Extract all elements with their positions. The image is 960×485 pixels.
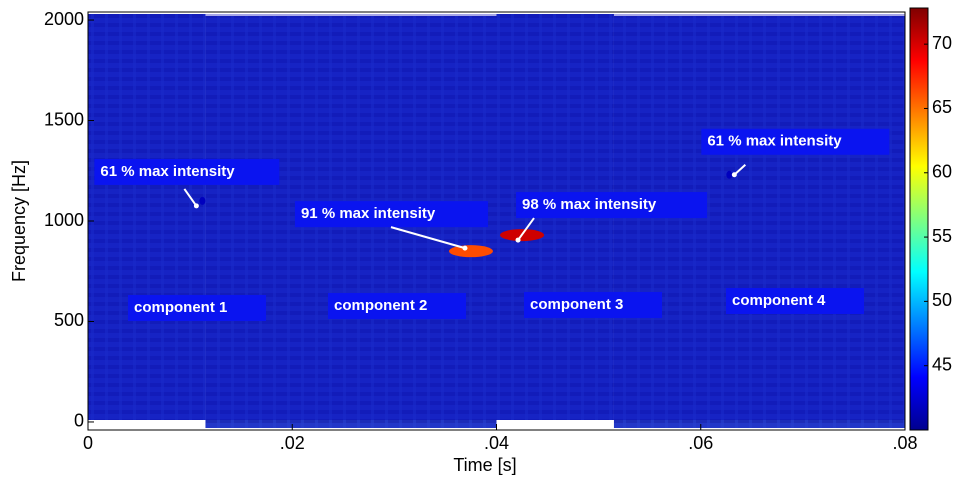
annotation-box — [701, 128, 890, 155]
x-tick-label: 0 — [83, 433, 93, 453]
x-tick-label: .06 — [688, 433, 713, 453]
colorbar-tick-label: 65 — [932, 97, 952, 117]
y-tick-label: 0 — [74, 411, 84, 431]
hotspot — [726, 170, 733, 179]
component-region — [613, 16, 905, 428]
colorbar-tick-label: 70 — [932, 33, 952, 53]
component-label: component 3 — [530, 296, 623, 313]
annotation-box — [94, 158, 280, 185]
annotation-label: 91 % max intensity — [301, 205, 436, 222]
hotspot — [448, 245, 493, 258]
component-region — [88, 14, 206, 420]
hotspot — [199, 196, 206, 205]
component-box — [328, 293, 466, 319]
colorbar-tick-label: 55 — [932, 226, 952, 246]
y-tick-label: 1000 — [44, 210, 84, 230]
annotation-arrow — [390, 226, 466, 250]
component-box — [524, 292, 662, 318]
annotation-box — [516, 192, 708, 219]
arrow-head — [193, 203, 199, 209]
component-box — [726, 288, 864, 314]
annotation-label: 61 % max intensity — [100, 163, 235, 180]
component-label: component 1 — [134, 299, 227, 316]
colorbar-tick-label: 45 — [932, 354, 952, 374]
arrow-head — [731, 172, 737, 178]
annotation-arrow — [517, 217, 535, 241]
x-tick-label: .04 — [484, 433, 509, 453]
x-axis-label: Time [s] — [453, 455, 516, 475]
annotation-label: 61 % max intensity — [707, 133, 842, 150]
colorbar — [909, 7, 929, 431]
x-tick-label: .08 — [892, 433, 917, 453]
component-label: component 4 — [732, 292, 826, 309]
annotation-box — [294, 201, 488, 228]
y-tick-label: 1500 — [44, 109, 84, 129]
annotation-arrow — [183, 188, 198, 207]
y-tick-label: 2000 — [44, 9, 84, 29]
colorbar-tick-label: 60 — [932, 162, 952, 182]
colorbar-tick-label: 50 — [932, 290, 952, 310]
arrow-head — [462, 245, 468, 251]
y-tick-label: 500 — [54, 310, 84, 330]
annotation-label: 98 % max intensity — [522, 196, 657, 213]
component-box — [128, 295, 266, 321]
component-label: component 2 — [334, 297, 427, 314]
component-tint — [88, 14, 206, 420]
y-axis-label: Frequency [Hz] — [9, 160, 29, 282]
arrow-head — [515, 237, 521, 243]
x-tick-label: .02 — [280, 433, 305, 453]
